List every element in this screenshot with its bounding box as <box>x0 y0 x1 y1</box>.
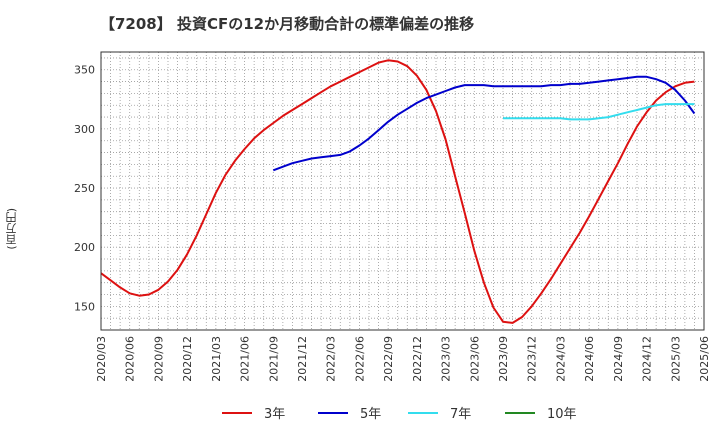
x-tick-label: 2024/09 <box>612 336 625 382</box>
series-line-1 <box>100 59 695 324</box>
x-tick-label: 2024/03 <box>554 336 567 382</box>
x-tick-label: 2023/06 <box>468 336 481 382</box>
x-tick-label: 2021/06 <box>239 336 252 382</box>
x-tick-label: 2020/12 <box>181 336 194 382</box>
series-lines <box>100 59 696 324</box>
x-tick-label: 2024/06 <box>583 336 596 382</box>
legend-label: 10年 <box>547 407 577 422</box>
y-tick-label: 250 <box>74 182 95 195</box>
x-tick-label: 2020/03 <box>95 336 108 382</box>
x-tick-label: 2024/12 <box>641 336 654 382</box>
x-tick-label: 2021/12 <box>296 336 309 382</box>
x-tick-labels: 2020/03 2020/06 2020/09 2020/12 2021/03 2021/… <box>95 336 711 382</box>
legend-label: 7年 <box>450 407 471 422</box>
y-tick-label: 200 <box>74 241 95 254</box>
x-tick-label: 2023/12 <box>526 336 539 382</box>
x-tick-label: 2022/12 <box>411 336 424 382</box>
series-line-3 <box>503 103 695 121</box>
y-tick-label: 350 <box>74 64 95 77</box>
grid-lines <box>101 52 704 330</box>
legend: 3年 5年 7年 10年 <box>222 407 577 422</box>
x-tick-label: 2020/06 <box>124 336 137 382</box>
x-tick-label: 2021/09 <box>267 336 280 382</box>
x-tick-label: 2025/06 <box>698 336 711 382</box>
x-tick-label: 2021/03 <box>210 336 223 382</box>
y-tick-label: 300 <box>74 123 95 136</box>
plot-frame <box>100 51 705 331</box>
x-tick-label: 2022/09 <box>382 336 395 382</box>
y-tick-label: 150 <box>74 300 95 313</box>
x-tick-label: 2022/06 <box>353 336 366 382</box>
x-tick-label: 2023/03 <box>440 336 453 382</box>
x-tick-label: 2020/09 <box>152 336 165 382</box>
chart-title: 【7208】 投資CFの12か月移動合計の標準偏差の推移 <box>100 15 475 33</box>
x-tick-label: 2023/09 <box>497 336 510 382</box>
legend-label: 3年 <box>264 407 285 422</box>
y-tick-labels: 150 200 250 300 350 <box>74 64 95 314</box>
x-tick-label: 2025/03 <box>669 336 682 382</box>
series-line-2 <box>272 75 696 172</box>
legend-label: 5年 <box>360 407 381 422</box>
x-tick-label: 2022/03 <box>325 336 338 382</box>
